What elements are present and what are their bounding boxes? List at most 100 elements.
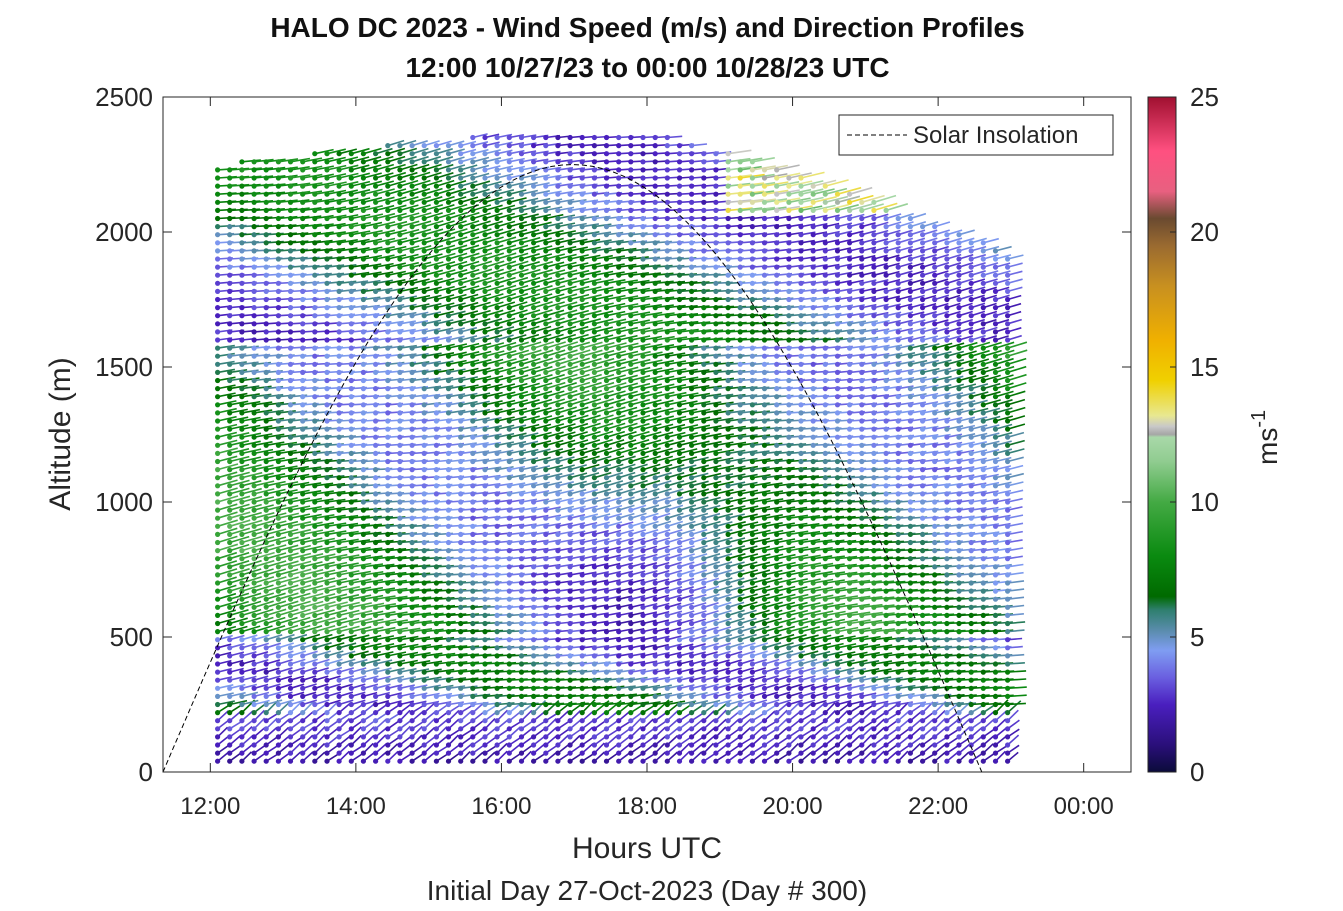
wind-barb-dot [215, 564, 221, 570]
wind-barb-dot [373, 629, 379, 635]
wind-barb-dot [324, 499, 330, 505]
wind-barb-dot [215, 199, 221, 205]
wind-barb-dot [433, 750, 439, 756]
wind-barb-dot [482, 637, 488, 643]
wind-barb-dot [518, 742, 525, 748]
wind-barb-dot [458, 515, 464, 521]
wind-barb-dot [275, 734, 281, 740]
wind-barb-dot [360, 661, 366, 667]
wind-barb-dot [506, 596, 512, 602]
wind-barb-dot [531, 151, 537, 157]
wind-barb-dot [336, 596, 342, 602]
wind-barb-dot [555, 483, 561, 489]
wind-barb-dot [336, 224, 342, 230]
wind-barb-dot [324, 321, 330, 327]
wind-barb-dot [251, 701, 257, 708]
wind-barb-dot [300, 572, 306, 578]
wind-barb-shaft [229, 432, 250, 438]
wind-barb-dot [336, 580, 342, 586]
wind-barb-dot [275, 224, 281, 230]
wind-barb-dot [312, 588, 318, 594]
wind-barb-dot [373, 442, 379, 448]
wind-barb-dot [494, 580, 500, 586]
wind-barb-shaft [229, 424, 249, 430]
wind-barb-dot [409, 264, 415, 270]
wind-barb-dot [482, 207, 488, 213]
wind-barb-shaft [399, 171, 418, 179]
wind-barb-dot [287, 450, 294, 456]
wind-barb-dot [251, 588, 257, 594]
wind-barb-dot [458, 248, 464, 254]
wind-barb-dot [300, 272, 306, 278]
wind-barb-dot [397, 256, 403, 262]
wind-barb-shaft [436, 148, 453, 155]
wind-barb-dot [251, 442, 257, 448]
wind-barb-dot [603, 483, 610, 489]
wind-barb-shaft [289, 700, 303, 714]
wind-barb-dot [470, 629, 476, 635]
wind-barb-dot [336, 645, 342, 651]
wind-barb-dot [251, 183, 257, 189]
wind-barb-dot [421, 159, 427, 165]
wind-barb-shaft [326, 482, 346, 487]
wind-barb-dot [373, 207, 379, 213]
wind-barb-dot [385, 288, 391, 294]
wind-barb-dot [470, 758, 476, 764]
wind-barb-shaft [302, 617, 323, 625]
wind-barb-dot [336, 207, 342, 213]
wind-barb-dot [409, 548, 415, 554]
wind-barb-dot [421, 726, 427, 732]
wind-barb-shaft [399, 344, 417, 349]
wind-barb-dot [591, 458, 598, 465]
wind-barb-dot [251, 256, 257, 262]
wind-barb-dot [227, 224, 233, 230]
wind-barb-dot [567, 305, 573, 311]
wind-barb-dot [458, 588, 464, 594]
wind-barb-dot [251, 248, 257, 254]
wind-barb-shaft [351, 280, 369, 285]
wind-barb-dot [324, 232, 330, 238]
wind-barb-dot [263, 564, 269, 570]
wind-barb-shaft [278, 520, 299, 528]
wind-barb-shaft [448, 164, 466, 171]
wind-barb-shaft [375, 229, 396, 236]
wind-barb-dot [470, 726, 476, 732]
wind-barb-dot [287, 758, 294, 764]
wind-barb-dot [494, 264, 500, 270]
wind-barb-dot [360, 483, 366, 489]
wind-barb-shaft [424, 660, 443, 665]
wind-barb-dot [287, 191, 294, 197]
wind-barb-dot [409, 442, 415, 448]
wind-barb-shaft [436, 285, 455, 293]
wind-barb-dot [555, 645, 561, 651]
wind-barb-shaft [314, 466, 333, 471]
wind-barb-dot [555, 758, 561, 764]
wind-barb-dot [458, 580, 464, 586]
wind-barb-dot [360, 288, 366, 294]
wind-barb-dot [385, 653, 391, 659]
wind-barb-dot [409, 637, 415, 643]
wind-barb-dot [506, 256, 512, 262]
wind-barb-shaft [448, 368, 466, 374]
wind-barb-dot [494, 661, 500, 667]
wind-barb-dot [591, 280, 598, 286]
wind-barb-dot [336, 248, 342, 254]
wind-barb-shaft [314, 264, 333, 268]
wind-barb-dot [470, 564, 476, 570]
wind-barb-dot [227, 183, 233, 189]
wind-barb-shaft [399, 604, 420, 609]
wind-barb-dot [518, 645, 525, 651]
wind-barb-dot [531, 240, 537, 246]
wind-barb-dot [567, 183, 573, 189]
wind-barb-dot [433, 458, 439, 465]
wind-barb-dot [373, 386, 379, 392]
wind-barb-dot [458, 386, 464, 392]
wind-barb-shaft [411, 147, 429, 155]
wind-barb-dot [336, 296, 342, 303]
wind-barb-dot [373, 321, 379, 327]
wind-barb-dot [251, 523, 257, 529]
wind-barb-dot [336, 329, 342, 335]
wind-barb-dot [421, 345, 427, 351]
wind-barb-dot [251, 191, 257, 197]
wind-barb-dot [433, 467, 439, 473]
